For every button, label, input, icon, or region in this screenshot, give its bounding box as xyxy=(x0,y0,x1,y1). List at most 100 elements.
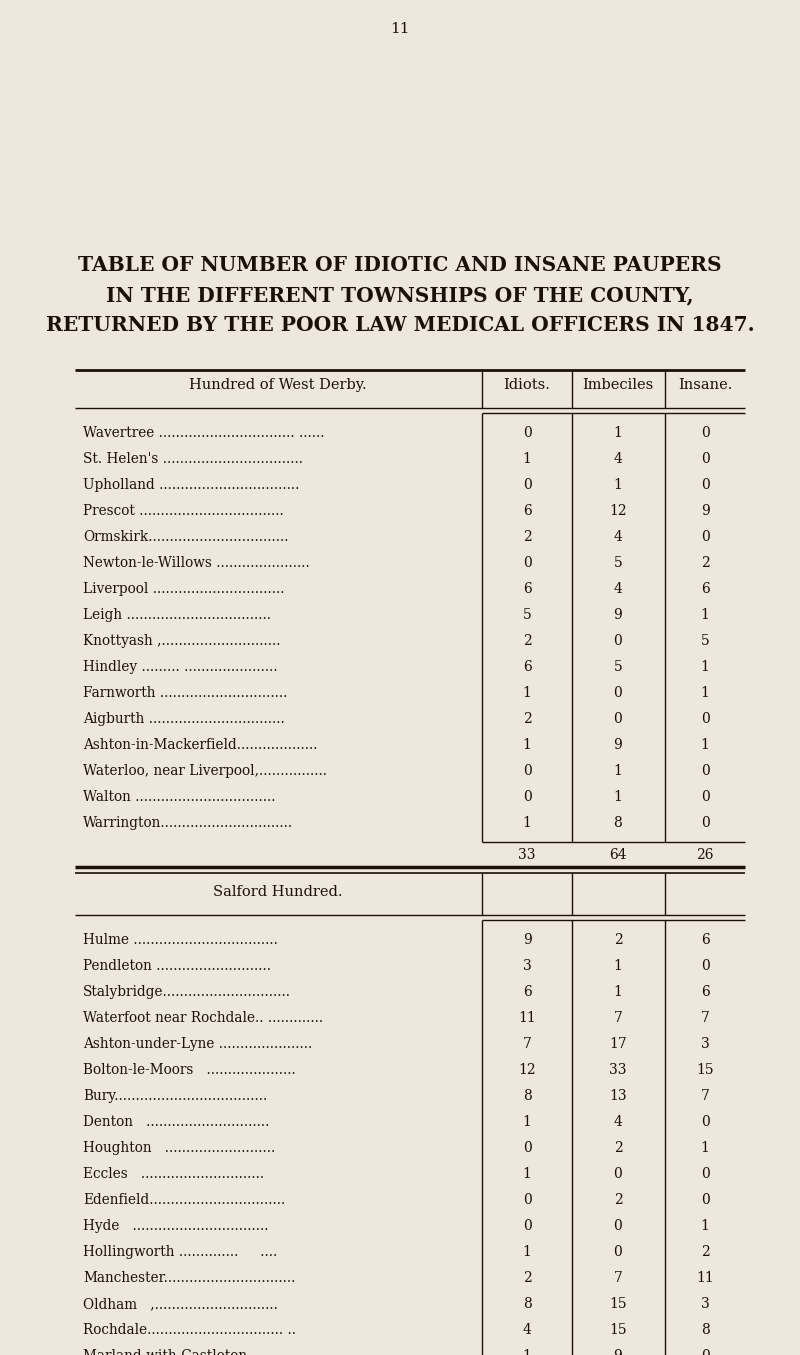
Text: 0: 0 xyxy=(614,711,622,726)
Text: 0: 0 xyxy=(614,1245,622,1259)
Text: 9: 9 xyxy=(701,504,710,518)
Text: 2: 2 xyxy=(614,1192,622,1207)
Text: Upholland .................................: Upholland ..............................… xyxy=(83,478,299,492)
Text: Denton   .............................: Denton ............................. xyxy=(83,1115,270,1129)
Text: Ashton-in-Mackerfield...................: Ashton-in-Mackerfield................... xyxy=(83,738,318,752)
Text: 7: 7 xyxy=(614,1011,622,1024)
Text: 0: 0 xyxy=(701,790,710,804)
Text: Bury....................................: Bury.................................... xyxy=(83,1089,267,1103)
Text: 0: 0 xyxy=(701,1192,710,1207)
Text: Walton .................................: Walton ................................. xyxy=(83,790,275,804)
Text: 5: 5 xyxy=(614,556,622,570)
Text: 4: 4 xyxy=(614,583,622,596)
Text: Knottyash ,............................: Knottyash ,............................ xyxy=(83,634,281,648)
Text: 9: 9 xyxy=(522,934,531,947)
Text: 1: 1 xyxy=(701,738,710,752)
Text: 7: 7 xyxy=(701,1011,710,1024)
Text: 5: 5 xyxy=(701,634,710,648)
Text: Insane.: Insane. xyxy=(678,378,732,392)
Text: 1: 1 xyxy=(522,1167,531,1182)
Text: 6: 6 xyxy=(522,660,531,673)
Text: Waterfoot near Rochdale.. .............: Waterfoot near Rochdale.. ............. xyxy=(83,1011,323,1024)
Text: Newton-le-Willows ......................: Newton-le-Willows ...................... xyxy=(83,556,310,570)
Text: 0: 0 xyxy=(522,1192,531,1207)
Text: 5: 5 xyxy=(522,608,531,622)
Text: 15: 15 xyxy=(609,1322,627,1337)
Text: Houghton   ..........................: Houghton .......................... xyxy=(83,1141,275,1154)
Text: 6: 6 xyxy=(701,583,710,596)
Text: 8: 8 xyxy=(522,1089,531,1103)
Text: Prescot ..................................: Prescot ................................… xyxy=(83,504,284,518)
Text: Hulme ..................................: Hulme .................................. xyxy=(83,934,278,947)
Text: 0: 0 xyxy=(614,634,622,648)
Text: Rochdale................................ ..: Rochdale................................… xyxy=(83,1322,296,1337)
Text: 0: 0 xyxy=(701,530,710,543)
Text: 1: 1 xyxy=(614,959,622,973)
Text: 2: 2 xyxy=(701,1245,710,1259)
Text: 1: 1 xyxy=(522,1245,531,1259)
Text: 0: 0 xyxy=(614,686,622,701)
Text: 26: 26 xyxy=(696,848,714,862)
Text: 0: 0 xyxy=(701,453,710,466)
Text: 3: 3 xyxy=(701,1297,710,1312)
Text: 1: 1 xyxy=(701,1141,710,1154)
Text: Leigh ..................................: Leigh .................................. xyxy=(83,608,271,622)
Text: St. Helen's .................................: St. Helen's ............................… xyxy=(83,453,303,466)
Text: IN THE DIFFERENT TOWNSHIPS OF THE COUNTY,: IN THE DIFFERENT TOWNSHIPS OF THE COUNTY… xyxy=(106,285,694,305)
Text: Pendleton ...........................: Pendleton ........................... xyxy=(83,959,271,973)
Text: 1: 1 xyxy=(522,816,531,831)
Text: 0: 0 xyxy=(701,1115,710,1129)
Text: 4: 4 xyxy=(614,1115,622,1129)
Text: Farnworth ..............................: Farnworth .............................. xyxy=(83,686,287,701)
Text: 1: 1 xyxy=(701,1220,710,1233)
Text: 1: 1 xyxy=(614,478,622,492)
Text: 1: 1 xyxy=(614,425,622,440)
Text: 1: 1 xyxy=(701,660,710,673)
Text: 2: 2 xyxy=(522,711,531,726)
Text: Idiots.: Idiots. xyxy=(503,378,550,392)
Text: 4: 4 xyxy=(614,453,622,466)
Text: Hyde   ................................: Hyde ................................ xyxy=(83,1220,269,1233)
Text: Hundred of West Derby.: Hundred of West Derby. xyxy=(189,378,367,392)
Text: 8: 8 xyxy=(701,1322,710,1337)
Text: Imbeciles: Imbeciles xyxy=(582,378,654,392)
Text: 33: 33 xyxy=(518,848,536,862)
Text: 1: 1 xyxy=(522,453,531,466)
Text: 2: 2 xyxy=(522,530,531,543)
Text: 11: 11 xyxy=(390,22,410,37)
Text: Ormskirk.................................: Ormskirk................................… xyxy=(83,530,289,543)
Text: Waterloo, near Liverpool,................: Waterloo, near Liverpool,...............… xyxy=(83,764,327,778)
Text: 3: 3 xyxy=(701,1037,710,1051)
Text: 0: 0 xyxy=(614,1167,622,1182)
Text: 11: 11 xyxy=(696,1271,714,1285)
Text: 0: 0 xyxy=(701,478,710,492)
Text: 0: 0 xyxy=(701,1350,710,1355)
Text: 1: 1 xyxy=(614,985,622,999)
Text: 1: 1 xyxy=(701,608,710,622)
Text: RETURNED BY THE POOR LAW MEDICAL OFFICERS IN 1847.: RETURNED BY THE POOR LAW MEDICAL OFFICER… xyxy=(46,314,754,335)
Text: 0: 0 xyxy=(522,425,531,440)
Text: 0: 0 xyxy=(522,1220,531,1233)
Text: 1: 1 xyxy=(701,686,710,701)
Text: Wavertree ................................ ......: Wavertree ..............................… xyxy=(83,425,325,440)
Text: 1: 1 xyxy=(522,1115,531,1129)
Text: Marland-with-Castleton .................: Marland-with-Castleton ................. xyxy=(83,1350,324,1355)
Text: Salford Hundred.: Salford Hundred. xyxy=(214,885,342,898)
Text: 1: 1 xyxy=(614,764,622,778)
Text: 6: 6 xyxy=(522,583,531,596)
Text: 3: 3 xyxy=(522,959,531,973)
Text: 6: 6 xyxy=(701,985,710,999)
Text: Stalybridge..............................: Stalybridge.............................… xyxy=(83,985,291,999)
Text: 7: 7 xyxy=(614,1271,622,1285)
Text: 7: 7 xyxy=(701,1089,710,1103)
Text: 0: 0 xyxy=(701,764,710,778)
Text: Manchester...............................: Manchester..............................… xyxy=(83,1271,295,1285)
Text: Ashton-under-Lyne ......................: Ashton-under-Lyne ...................... xyxy=(83,1037,312,1051)
Text: 0: 0 xyxy=(701,816,710,831)
Text: 5: 5 xyxy=(614,660,622,673)
Text: Eccles   .............................: Eccles ............................. xyxy=(83,1167,264,1182)
Text: 15: 15 xyxy=(609,1297,627,1312)
Text: 7: 7 xyxy=(522,1037,531,1051)
Text: 4: 4 xyxy=(614,530,622,543)
Text: Aigburth ................................: Aigburth ...............................… xyxy=(83,711,285,726)
